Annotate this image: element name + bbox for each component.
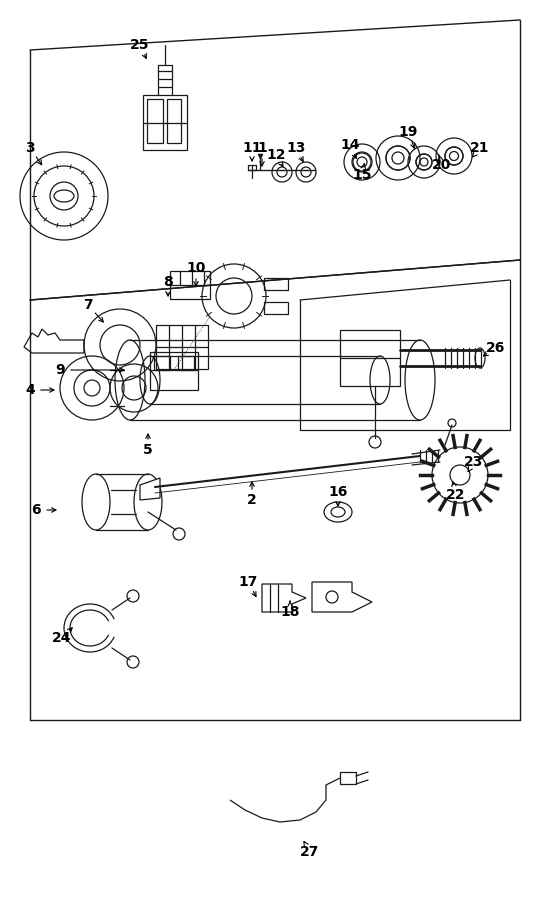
Bar bbox=[264, 302, 288, 314]
Bar bbox=[340, 772, 356, 784]
Text: 6: 6 bbox=[31, 503, 41, 517]
Text: 21: 21 bbox=[470, 141, 490, 155]
Bar bbox=[156, 325, 208, 369]
Bar bbox=[340, 330, 400, 386]
Polygon shape bbox=[140, 478, 160, 500]
Text: 1: 1 bbox=[257, 141, 267, 155]
Bar bbox=[170, 271, 210, 299]
Bar bbox=[143, 95, 187, 150]
Bar bbox=[147, 99, 163, 143]
Bar bbox=[178, 356, 194, 370]
Text: 12: 12 bbox=[266, 148, 286, 162]
Text: 19: 19 bbox=[399, 125, 417, 139]
Text: 11: 11 bbox=[242, 141, 262, 155]
Text: 22: 22 bbox=[446, 488, 465, 502]
Text: 23: 23 bbox=[464, 455, 484, 469]
Text: 27: 27 bbox=[300, 845, 320, 859]
Text: 2: 2 bbox=[247, 493, 257, 507]
Text: 24: 24 bbox=[52, 631, 72, 645]
Bar bbox=[264, 278, 288, 290]
Text: 14: 14 bbox=[340, 138, 360, 152]
Text: 9: 9 bbox=[55, 363, 65, 377]
Ellipse shape bbox=[54, 190, 74, 202]
Text: 18: 18 bbox=[280, 605, 300, 619]
Bar bbox=[154, 356, 170, 370]
Bar bbox=[248, 165, 256, 170]
Text: 13: 13 bbox=[286, 141, 306, 155]
Bar bbox=[150, 352, 198, 390]
Text: 10: 10 bbox=[186, 261, 206, 275]
Text: 7: 7 bbox=[83, 298, 93, 312]
Bar bbox=[167, 99, 181, 143]
Text: 16: 16 bbox=[328, 485, 348, 499]
Text: 8: 8 bbox=[163, 275, 173, 289]
Text: 5: 5 bbox=[143, 443, 153, 457]
Text: 25: 25 bbox=[130, 38, 150, 52]
Text: 3: 3 bbox=[25, 141, 35, 155]
Text: 4: 4 bbox=[25, 383, 35, 397]
Text: 17: 17 bbox=[238, 575, 258, 589]
Text: 26: 26 bbox=[487, 341, 505, 355]
Text: 15: 15 bbox=[352, 168, 372, 182]
Text: 20: 20 bbox=[433, 158, 451, 172]
